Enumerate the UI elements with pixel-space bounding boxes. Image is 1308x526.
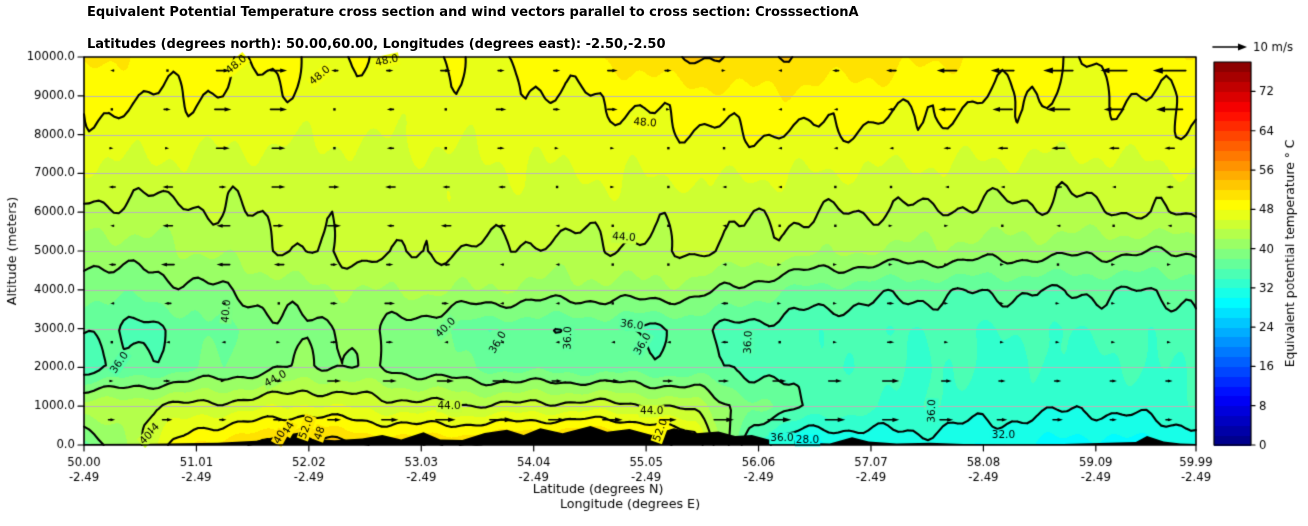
cross-section-canvas	[0, 0, 1308, 526]
figure: Equivalent Potential Temperature cross s…	[0, 0, 1308, 526]
